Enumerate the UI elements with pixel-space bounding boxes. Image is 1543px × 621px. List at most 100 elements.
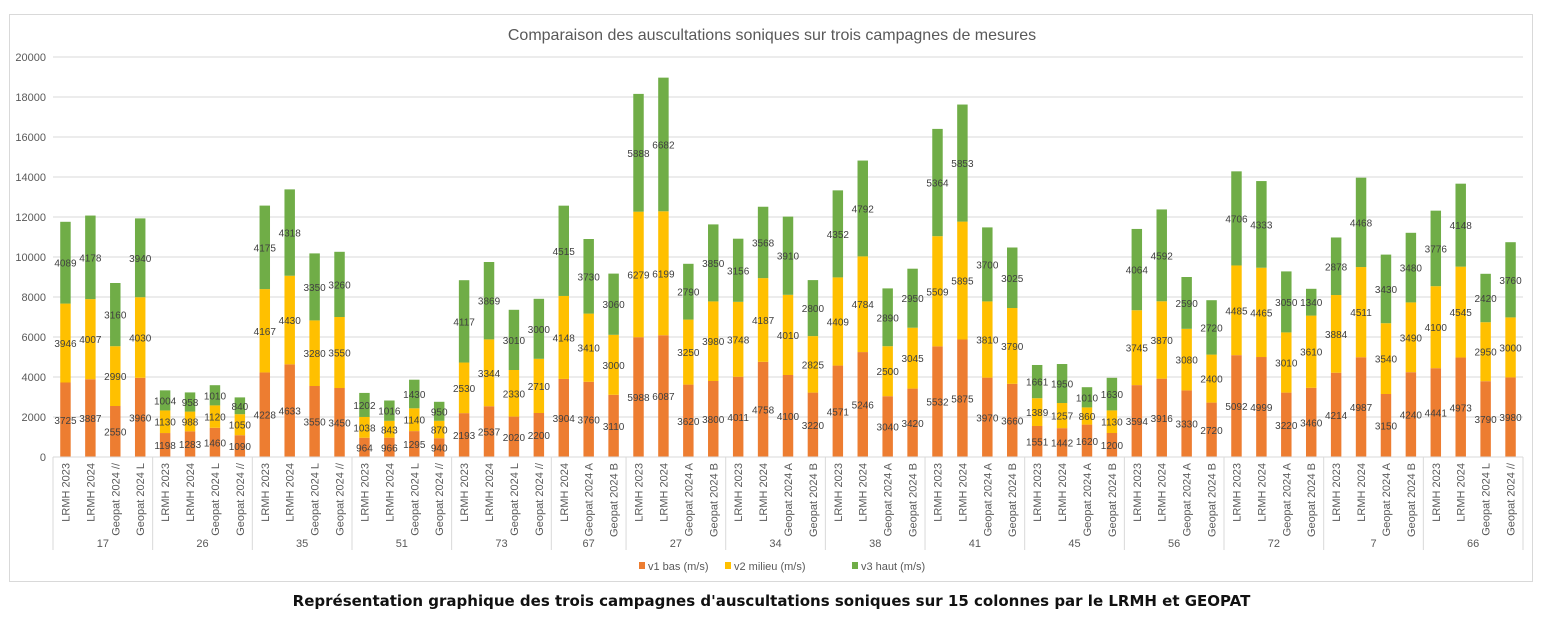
bar-segment-v2-milieu xyxy=(658,211,669,336)
data-label: 3350 xyxy=(303,283,326,294)
bar-segment-v3-haut xyxy=(982,227,993,302)
data-label: 3980 xyxy=(702,337,725,348)
x-tick-label: LRMH 2023 xyxy=(932,463,944,522)
data-label: 3025 xyxy=(1001,274,1024,285)
bar-segment-v1-bas xyxy=(558,378,569,457)
bar-segment-v2-milieu xyxy=(857,256,868,353)
x-tick-label: LRMH 2024 xyxy=(185,463,197,522)
data-label: 2530 xyxy=(453,384,476,395)
data-label: 4228 xyxy=(254,411,277,422)
bar-segment-v1-bas xyxy=(1056,428,1068,457)
data-label: 1340 xyxy=(1300,298,1323,309)
bar-segment-v1-bas xyxy=(583,381,594,457)
x-tick-label: Geopat 2024 A xyxy=(883,462,895,536)
data-label: 3980 xyxy=(1499,413,1522,424)
data-label: 1016 xyxy=(378,407,401,418)
bar-segment-v3-haut xyxy=(458,280,470,363)
x-tick-label: LRMH 2023 xyxy=(1231,463,1243,522)
bar-segment-v2-milieu xyxy=(284,275,295,365)
data-label: 1090 xyxy=(229,442,252,453)
bar-segment-v2-milieu xyxy=(1455,266,1466,358)
data-label: 2537 xyxy=(478,428,501,439)
bar-segment-v3-haut xyxy=(309,253,320,321)
data-label: 3050 xyxy=(1275,298,1298,309)
bar-segment-v3-haut xyxy=(857,160,868,257)
x-tick-label: Geopat 2024 B xyxy=(1207,463,1219,537)
data-label: 6199 xyxy=(652,269,675,280)
bar-segment-v3-haut xyxy=(60,221,71,304)
data-label: 3760 xyxy=(578,415,601,426)
bar-segment-v1-bas xyxy=(309,386,320,457)
chart-title: Comparaison des auscultations soniques s… xyxy=(508,27,1036,44)
data-label: 2790 xyxy=(677,288,700,299)
legend-label: v3 haut (m/s) xyxy=(861,561,925,573)
data-label: 4465 xyxy=(1250,308,1273,319)
bar-segment-v1-bas xyxy=(1131,385,1143,457)
x-tick-label: LRMH 2023 xyxy=(1331,463,1343,522)
group-label: 41 xyxy=(969,538,981,550)
data-label: 3460 xyxy=(1300,418,1323,429)
bar-segment-v2-milieu xyxy=(757,278,769,362)
x-tick-label: Geopat 2024 L xyxy=(1481,463,1493,536)
data-label: 3745 xyxy=(1126,344,1149,355)
legend-label: v2 milieu (m/s) xyxy=(734,561,806,573)
bar-segment-v1-bas xyxy=(633,337,644,457)
bar-segment-v1-bas xyxy=(782,375,794,457)
data-label: 3800 xyxy=(702,415,725,426)
data-label: 3045 xyxy=(901,354,924,365)
data-label: 3884 xyxy=(1325,330,1348,341)
data-label: 1202 xyxy=(353,401,376,412)
x-tick-label: Geopat 2024 L xyxy=(310,463,322,536)
y-tick-label: 8000 xyxy=(22,292,46,304)
bar-segment-v3-haut xyxy=(85,215,96,300)
x-tick-label: Geopat 2024 B xyxy=(808,463,820,537)
x-tick-label: Geopat 2024 A xyxy=(1281,462,1293,536)
bar-segment-v1-bas xyxy=(683,384,694,457)
x-tick-label: Geopat 2024 // xyxy=(235,462,247,536)
x-tick-label: Geopat 2024 // xyxy=(335,462,347,536)
bar-segment-v2-milieu xyxy=(633,211,644,338)
bar-segment-v3-haut xyxy=(1305,288,1317,316)
data-label: 1295 xyxy=(403,440,426,451)
x-tick-label: LRMH 2024 xyxy=(559,463,571,522)
bar-segment-v3-haut xyxy=(1480,273,1491,323)
bar-segment-v1-bas xyxy=(1455,357,1466,457)
data-label: 966 xyxy=(381,443,398,454)
data-label: 3060 xyxy=(602,300,625,311)
data-label: 4441 xyxy=(1425,409,1448,420)
x-tick-label: Geopat 2024 // xyxy=(1506,462,1518,536)
data-label: 840 xyxy=(232,402,249,413)
bar-segment-v1-bas xyxy=(334,388,345,457)
x-tick-label: LRMH 2023 xyxy=(160,463,172,522)
group-label: 67 xyxy=(583,538,595,550)
bar-segment-v1-bas xyxy=(1305,387,1317,457)
data-label: 870 xyxy=(431,426,448,437)
bar-segment-v2-milieu xyxy=(508,370,520,417)
data-label: 2950 xyxy=(901,294,924,305)
bar-segment-v1-bas xyxy=(508,416,520,457)
bar-segment-v3-haut xyxy=(558,205,569,296)
group-label: 27 xyxy=(670,538,682,550)
bar-segment-v2-milieu xyxy=(1355,267,1367,358)
data-label: 3550 xyxy=(328,349,351,360)
data-label: 4468 xyxy=(1350,218,1373,229)
data-label: 958 xyxy=(182,398,199,409)
data-label: 3887 xyxy=(79,414,102,425)
data-label: 4089 xyxy=(54,259,77,270)
data-label: 988 xyxy=(182,417,199,428)
data-label: 3220 xyxy=(1275,421,1298,432)
data-label: 1130 xyxy=(154,418,176,429)
y-tick-label: 6000 xyxy=(22,332,46,344)
x-tick-label: LRMH 2024 xyxy=(1456,463,1468,522)
x-tick-label: LRMH 2024 xyxy=(1256,463,1268,522)
data-label: 940 xyxy=(431,444,448,455)
bar-segment-v2-milieu xyxy=(782,294,794,375)
x-tick-label: Geopat 2024 B xyxy=(1007,463,1019,537)
bar-segment-v2-milieu xyxy=(583,313,594,382)
bar-segment-v2-milieu xyxy=(458,362,470,414)
bar-segment-v3-haut xyxy=(1455,183,1466,267)
data-label: 1620 xyxy=(1076,437,1099,448)
bar-segment-v2-milieu xyxy=(1405,302,1417,373)
bar-segment-v3-haut xyxy=(1131,228,1143,311)
bar-segment-v2-milieu xyxy=(1156,301,1167,379)
